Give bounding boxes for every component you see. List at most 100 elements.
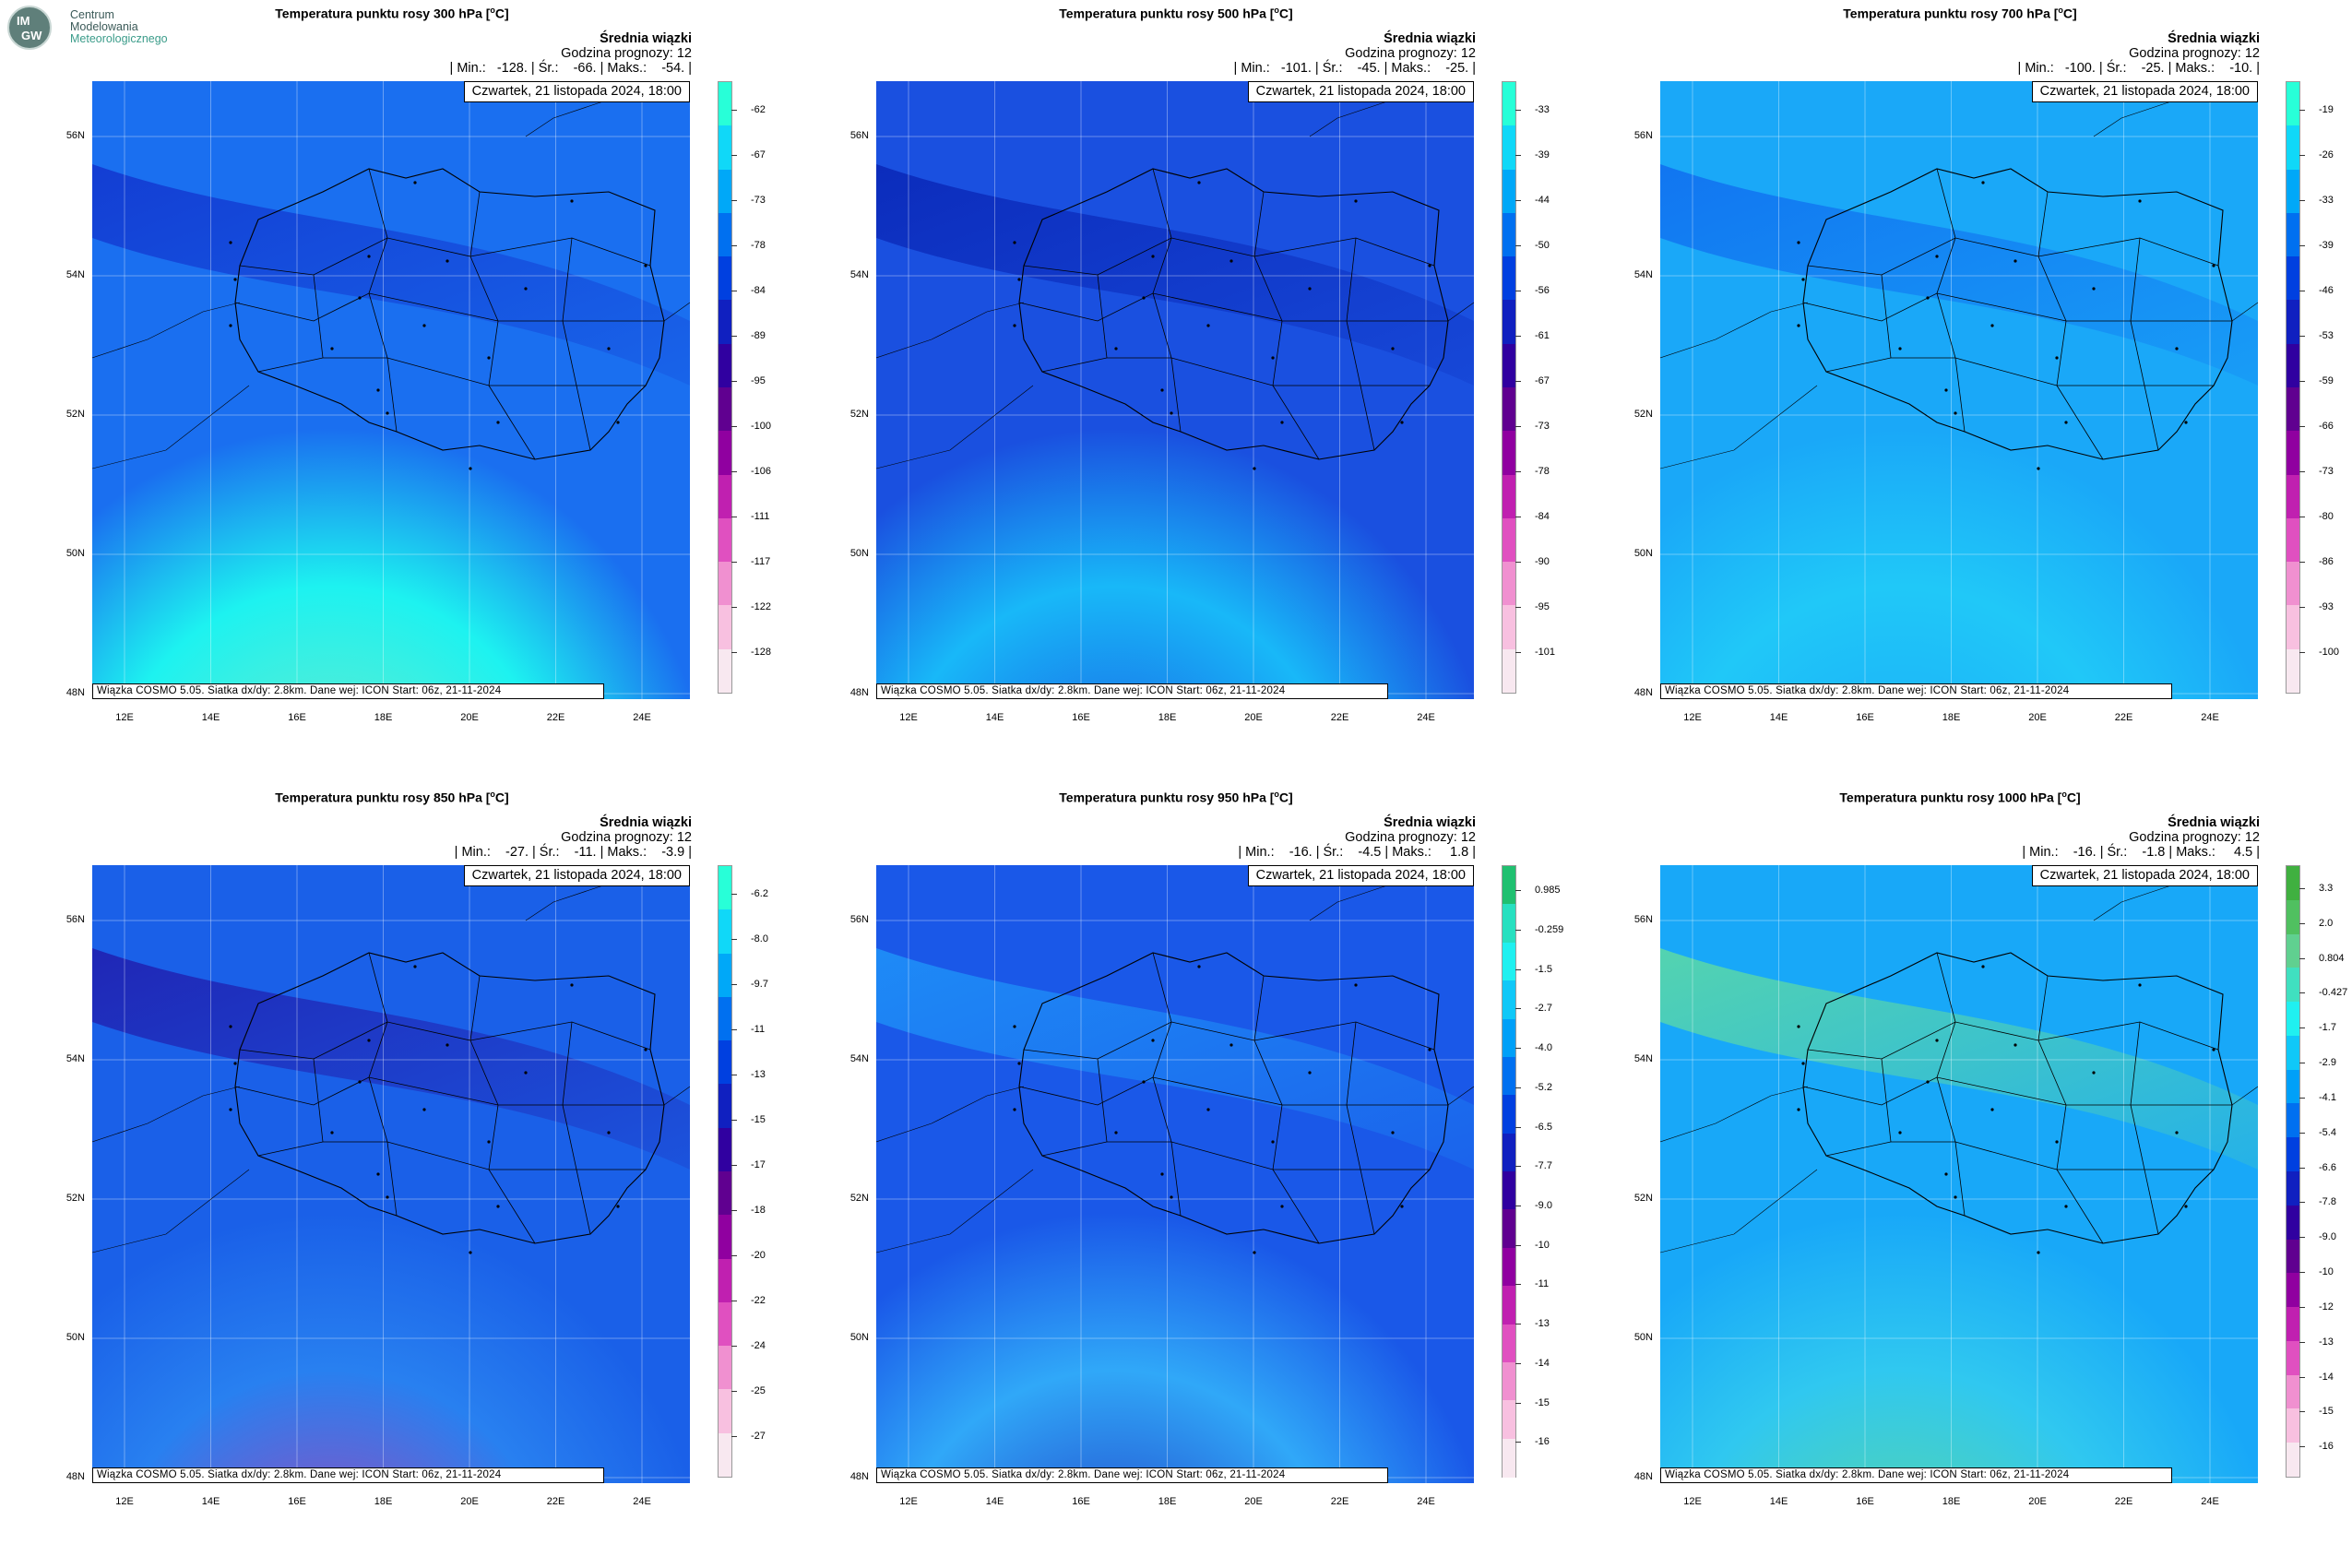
colorbar-label: -128 xyxy=(751,646,772,658)
colorbar-tick xyxy=(731,1028,737,1030)
city-marker xyxy=(2037,1251,2040,1254)
city-marker xyxy=(1400,1205,1404,1208)
colorbar-segment xyxy=(2287,1002,2299,1037)
colorbar-segment xyxy=(1503,1095,1515,1134)
colorbar-segment xyxy=(2287,1069,2299,1104)
colorbar-segment xyxy=(719,1215,731,1260)
panel-title-end: C] xyxy=(1278,790,1293,805)
city-marker xyxy=(1253,1251,1256,1254)
stats-values: | Min.: -16. | Śr.: -1.8 | Maks.: 4.5 | xyxy=(2022,845,2260,860)
colorbar-segment xyxy=(1503,1286,1515,1324)
colorbar-segment xyxy=(1503,1361,1515,1401)
region-border xyxy=(1802,292,2232,322)
colorbar-label: -66 xyxy=(2319,420,2334,432)
city-marker xyxy=(2175,347,2179,350)
colorbar-label: -5.2 xyxy=(1535,1081,1552,1093)
colorbar-tick xyxy=(2299,1202,2305,1204)
longitude-label: 16E xyxy=(1856,1496,1874,1507)
colorbar-label: -93 xyxy=(2319,600,2334,612)
longitude-label: 24E xyxy=(633,1496,651,1507)
longitude-label: 22E xyxy=(1330,712,1349,723)
colorbar-tick xyxy=(2299,992,2305,994)
colorbar-tick xyxy=(1515,1087,1521,1088)
colorbar-tick xyxy=(731,109,737,111)
city-marker xyxy=(1898,1131,1902,1134)
city-marker xyxy=(1197,965,1201,968)
colorbar-tick xyxy=(731,1254,737,1256)
colorbar-segment xyxy=(2287,562,2299,606)
city-marker xyxy=(229,1108,232,1111)
colorbar-segment xyxy=(719,605,731,650)
colorbar-segment xyxy=(2287,387,2299,432)
city-marker xyxy=(1280,421,1284,424)
longitude-label: 24E xyxy=(633,712,651,723)
latitude-label: 48N xyxy=(65,687,85,698)
colorbar-segment xyxy=(2287,125,2299,171)
colorbar-segment xyxy=(2287,605,2299,650)
colorbar-tick xyxy=(731,425,737,427)
region-border xyxy=(1023,1021,1435,1060)
colorbar-segment xyxy=(719,343,731,388)
city-marker xyxy=(2013,1043,2017,1047)
city-marker xyxy=(1400,421,1404,424)
city-marker xyxy=(1271,356,1275,360)
city-marker xyxy=(413,965,417,968)
city-marker xyxy=(1206,1108,1210,1111)
colorbar-label: -100 xyxy=(751,420,772,432)
colorbar-segment xyxy=(719,1389,731,1434)
colorbar-segment xyxy=(1503,562,1515,606)
colorbar-tick xyxy=(2299,199,2305,201)
colorbar-tick xyxy=(2299,470,2305,472)
logo-text-line-2: Modelowania xyxy=(70,20,138,33)
city-marker xyxy=(233,1062,237,1065)
valid-date: Czwartek, 21 listopada 2024, 18:00 xyxy=(2031,865,2258,886)
colorbar-label: -111 xyxy=(751,510,770,522)
longitude-label: 12E xyxy=(1683,1496,1702,1507)
colorbar-label: -84 xyxy=(751,284,766,296)
city-marker xyxy=(422,1108,426,1111)
colorbar-segment xyxy=(719,169,731,214)
city-marker xyxy=(1981,965,1985,968)
colorbar-segment xyxy=(1503,904,1515,944)
colorbar-label: -0.427 xyxy=(2319,987,2348,999)
latitude-label: 52N xyxy=(849,409,869,420)
colorbar-segment xyxy=(1503,1438,1515,1478)
forecast-map xyxy=(92,865,690,1483)
region-border xyxy=(1023,237,1435,276)
forecast-map xyxy=(92,81,690,699)
region-border xyxy=(234,292,664,322)
colorbar-segment xyxy=(2287,1205,2299,1241)
colorbar-tick xyxy=(731,983,737,985)
city-marker xyxy=(386,1195,389,1199)
forecast-map xyxy=(1660,865,2258,1483)
colorbar-label: -16 xyxy=(1535,1436,1550,1448)
city-marker xyxy=(1428,1048,1431,1051)
city-marker xyxy=(2092,1071,2096,1075)
colorbar-segment xyxy=(2287,968,2299,1003)
colorbar-tick xyxy=(2299,1132,2305,1134)
ensemble-stats: Średnia wiązki Godzina prognozy: 12 | Mi… xyxy=(2022,815,2260,860)
longitude-label: 24E xyxy=(2201,712,2219,723)
city-marker xyxy=(2212,1048,2215,1051)
colorbar-label: -101 xyxy=(1535,646,1556,658)
colorbar-label: -11 xyxy=(1535,1278,1550,1290)
colorbar-tick xyxy=(731,606,737,608)
stats-title: Średnia wiązki xyxy=(2168,815,2260,830)
colorbar-segment xyxy=(1503,82,1515,126)
stats-title: Średnia wiązki xyxy=(1384,815,1476,830)
colorbar-segment xyxy=(719,431,731,476)
colorbar-tick xyxy=(731,938,737,940)
longitude-label: 18E xyxy=(1942,712,1961,723)
city-marker xyxy=(1017,278,1021,281)
colorbar-segment xyxy=(2287,648,2299,694)
colorbar xyxy=(1502,81,1516,694)
city-marker xyxy=(1944,1172,1948,1176)
colorbar-label: -44 xyxy=(1535,194,1550,206)
region-border xyxy=(313,1058,324,1143)
colorbar-tick xyxy=(1515,199,1521,201)
colorbar-tick xyxy=(1515,109,1521,111)
region-border xyxy=(257,357,646,386)
valid-date: Czwartek, 21 listopada 2024, 18:00 xyxy=(463,81,690,102)
panel-title-unit: o xyxy=(2061,790,2067,799)
city-marker xyxy=(607,347,611,350)
